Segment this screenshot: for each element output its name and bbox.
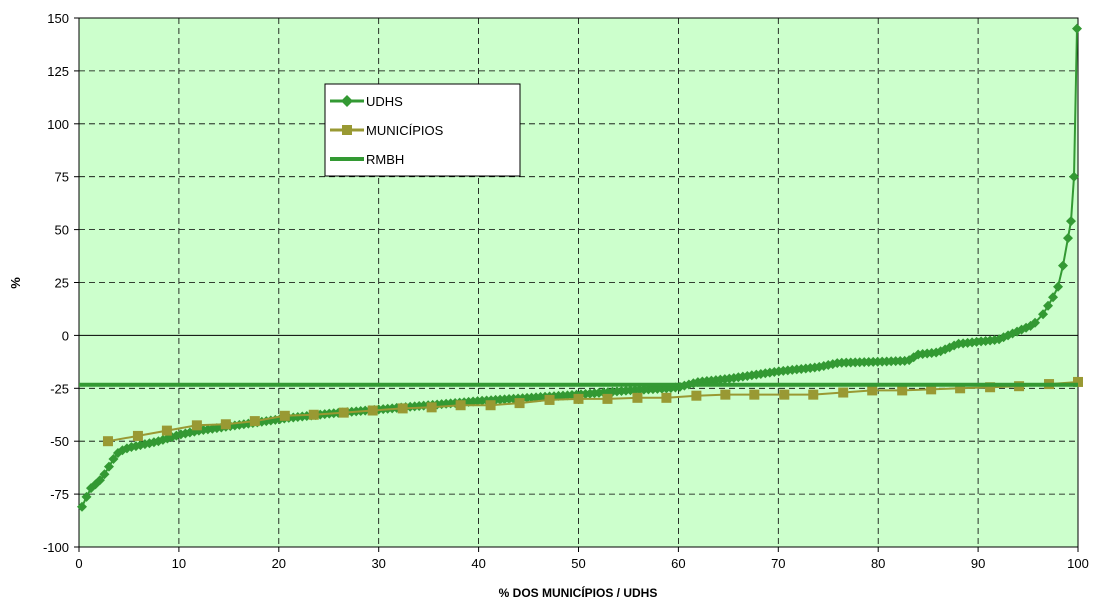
legend-marker-udhs — [341, 95, 353, 107]
point-municipios — [161, 425, 172, 436]
y-tick-label: 50 — [55, 223, 69, 238]
x-tick-label: 10 — [172, 556, 186, 571]
point-municipios — [691, 390, 702, 401]
point-municipios — [632, 392, 643, 403]
point-municipios — [514, 398, 525, 409]
legend: UDHS MUNICÍPIOS RMBH — [324, 83, 521, 177]
point-municipios — [485, 400, 496, 411]
point-municipios — [102, 436, 113, 447]
x-tick-label: 50 — [571, 556, 585, 571]
point-udhs — [94, 475, 105, 486]
point-udhs — [99, 469, 110, 480]
point-udhs — [108, 453, 119, 464]
point-municipios — [544, 394, 555, 405]
y-tick-label: -100 — [43, 540, 69, 555]
point-municipios — [191, 420, 202, 431]
point-municipios — [132, 430, 143, 441]
point-municipios — [955, 383, 966, 394]
y-tick-label: -50 — [50, 434, 69, 449]
y-tick-label: -75 — [50, 487, 69, 502]
legend-marker-municipios — [342, 125, 352, 135]
point-udhs — [1072, 23, 1083, 34]
point-udhs — [76, 501, 87, 512]
point-municipios — [779, 389, 790, 400]
y-tick-label: 100 — [47, 117, 69, 132]
point-municipios — [926, 384, 937, 395]
point-municipios — [1073, 376, 1083, 387]
point-udhs — [103, 461, 114, 472]
point-municipios — [897, 385, 908, 396]
y-tick-label: 25 — [55, 276, 69, 291]
point-municipios — [602, 393, 613, 404]
point-udhs — [1066, 216, 1077, 227]
legend-entry-municipios: MUNICÍPIOS — [330, 123, 444, 138]
y-tick-label: 125 — [47, 64, 69, 79]
point-municipios — [455, 400, 466, 411]
point-municipios — [220, 419, 231, 430]
y-axis: -100 -75 -50 -25 0 25 50 75 100 125 150 — [43, 11, 79, 555]
x-tick-label: 80 — [871, 556, 885, 571]
x-tick-label: 70 — [771, 556, 785, 571]
x-axis: 0 10 20 30 40 50 60 70 80 90 100 — [75, 547, 1089, 571]
x-tick-label: 30 — [371, 556, 385, 571]
point-municipios — [985, 382, 996, 393]
legend-label-municipios: MUNICÍPIOS — [366, 123, 444, 138]
point-municipios — [867, 385, 878, 396]
x-tick-label: 90 — [971, 556, 985, 571]
point-municipios — [279, 410, 290, 421]
y-tick-label: 150 — [47, 11, 69, 26]
x-axis-label: % DOS MUNICÍPIOS / UDHS — [499, 585, 658, 600]
y-tick-label: 75 — [55, 170, 69, 185]
point-municipios — [749, 389, 760, 400]
point-udhs — [1048, 292, 1059, 303]
series-layer — [76, 23, 1083, 512]
x-tick-label: 20 — [272, 556, 286, 571]
point-udhs — [1058, 260, 1069, 271]
legend-label-rmbh: RMBH — [366, 152, 404, 167]
point-municipios — [573, 393, 584, 404]
x-tick-label: 40 — [471, 556, 485, 571]
point-municipios — [808, 389, 819, 400]
y-axis-label: % — [8, 277, 23, 289]
legend-entry-rmbh: RMBH — [330, 152, 404, 167]
legend-label-udhs: UDHS — [366, 94, 403, 109]
point-udhs — [1030, 317, 1041, 328]
point-municipios — [661, 392, 672, 403]
legend-entry-udhs: UDHS — [330, 94, 403, 109]
point-udhs — [1069, 171, 1080, 182]
point-municipios — [426, 402, 437, 413]
y-tick-label: -25 — [50, 381, 69, 396]
point-udhs — [1038, 309, 1049, 320]
point-udhs — [1063, 233, 1074, 244]
point-municipios — [838, 387, 849, 398]
point-municipios — [338, 407, 349, 418]
y-tick-label: 0 — [62, 328, 69, 343]
x-tick-label: 60 — [671, 556, 685, 571]
line-municipios — [107, 381, 1079, 443]
point-udhs — [81, 491, 92, 502]
point-udhs — [1053, 281, 1064, 292]
point-municipios — [249, 416, 260, 427]
point-udhs — [1043, 300, 1054, 311]
x-tick-label: 0 — [75, 556, 82, 571]
point-municipios — [308, 409, 319, 420]
point-municipios — [720, 389, 731, 400]
grid — [79, 18, 1078, 547]
point-municipios — [397, 403, 408, 414]
point-municipios — [367, 405, 378, 416]
x-tick-label: 100 — [1067, 556, 1089, 571]
